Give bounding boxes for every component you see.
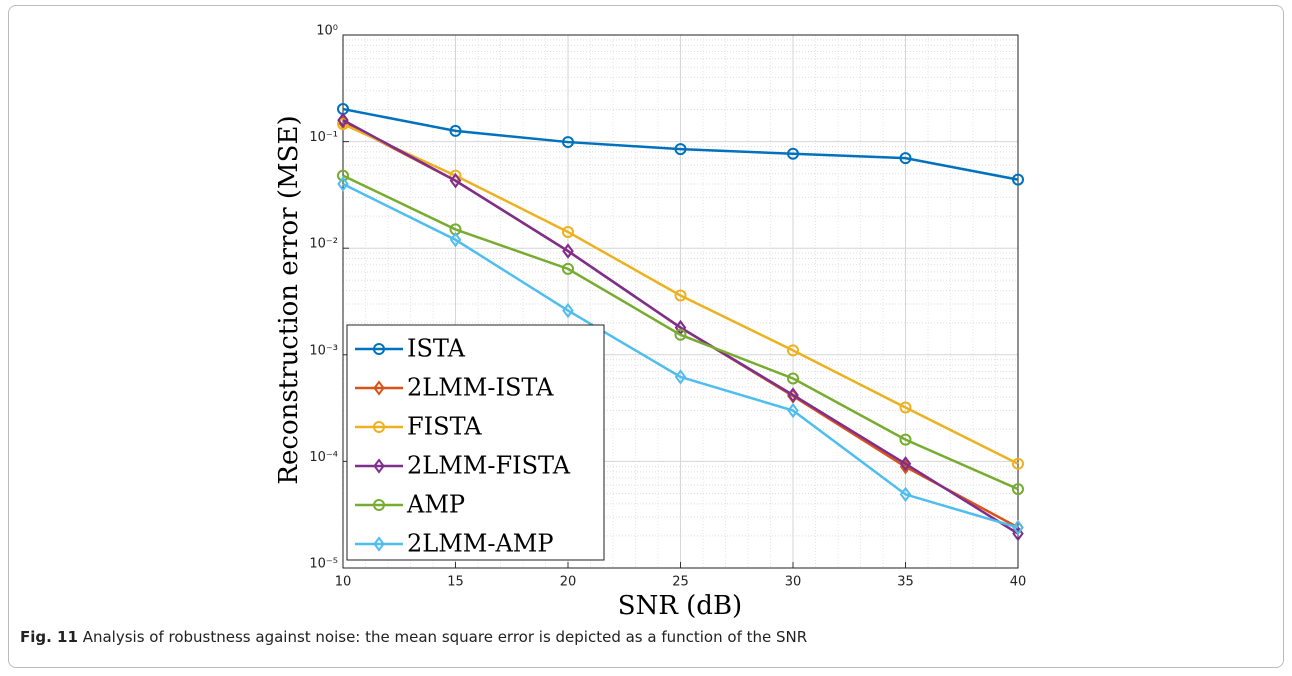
x-tick-label: 10 [335,575,352,590]
point [449,173,462,189]
y-tick-label: 10⁻¹ [309,130,338,145]
legend-marker [373,380,385,396]
point [1012,483,1024,496]
legend-marker [373,421,385,433]
legend-marker [373,536,385,552]
point [337,112,349,128]
point [449,124,462,137]
point [899,401,912,414]
point [1012,173,1024,186]
y-tick-label: 10⁰ [316,24,338,39]
x-axis-label: SNR (dB) [618,591,742,621]
y-tick-label: 10⁻⁴ [309,450,338,465]
x-tick-label: 15 [447,575,464,590]
point [674,143,687,156]
legend-label: 2LMM-AMP [407,530,554,558]
point [674,289,687,302]
legend-box [346,324,605,561]
point [1012,519,1024,536]
legend-marker [373,499,385,511]
x-tick-label: 35 [897,575,914,590]
point [1012,525,1024,542]
y-tick-label: 10⁻³ [309,343,338,358]
x-tick-label: 30 [785,575,802,590]
series-line [342,119,1019,535]
x-tick-label: 20 [560,575,577,590]
point [787,387,799,403]
point [787,372,799,385]
point [562,302,574,319]
point [787,344,799,357]
point [787,147,799,160]
plot-frame [342,34,1019,569]
point [899,152,912,165]
point [449,232,462,248]
point [562,262,574,275]
x-tick-label: 40 [1010,575,1027,590]
legend-label: AMP [406,491,465,519]
point [674,369,687,385]
point [562,136,574,149]
point [1012,457,1024,470]
caption: Fig. 11 Analysis of robustness against n… [20,628,807,646]
point [899,456,912,472]
y-axis-label: Reconstruction error (MSE) [274,115,304,484]
legend-label: ISTA [407,335,466,363]
point [899,433,912,446]
series-line [342,182,1019,529]
x-tick-label: 25 [672,575,689,590]
point [562,243,574,259]
series-line [342,174,1019,491]
point [562,225,574,238]
point [787,402,799,419]
y-tick-label: 10⁻⁵ [309,557,338,572]
figure-frame [8,5,1284,668]
legend-label: FISTA [407,413,482,441]
caption-text: Analysis of robustness against noise: th… [82,628,808,646]
legend-marker [373,343,385,355]
legend-marker [373,458,385,474]
caption-label: Fig. 11 [20,628,78,646]
point [899,486,912,503]
legend-label: 2LMM-ISTA [407,374,554,402]
point [674,328,687,341]
legend-label: 2LMM-FISTA [407,452,571,480]
series-line [342,107,1019,181]
point [337,169,349,182]
y-tick-label: 10⁻² [309,237,338,252]
point [337,176,349,192]
